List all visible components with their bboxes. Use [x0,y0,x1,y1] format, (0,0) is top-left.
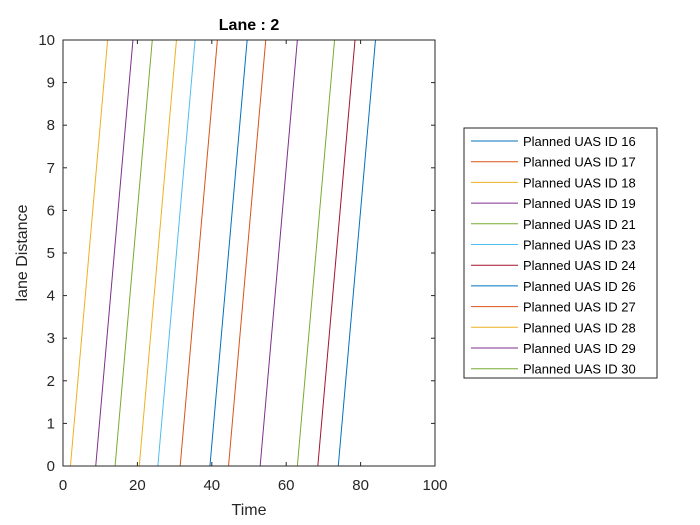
series-line-6 [157,39,196,467]
legend-items: Planned UAS ID 16 Planned UAS ID 17 Planne… [471,134,636,377]
y-tick-label: 10 [38,32,55,49]
x-tick-label: 100 [422,477,447,494]
y-tick-label: 0 [47,458,55,475]
y-tick-label: 6 [47,202,55,219]
legend-item-12: Planned UAS ID 30 [471,362,636,377]
x-tick-label: 80 [352,477,369,494]
legend-label: Planned UAS ID 30 [523,362,636,377]
legend-item-2: Planned UAS ID 17 [471,155,636,170]
series-line-8 [337,39,376,467]
legend-label: Planned UAS ID 27 [523,300,636,315]
x-axis: 0 20 40 60 80 100 [59,40,448,494]
legend-label: Planned UAS ID 24 [523,258,636,273]
legend-item-8: Planned UAS ID 26 [471,279,636,294]
legend-label: Planned UAS ID 16 [523,134,636,149]
legend-label: Planned UAS ID 18 [523,175,636,190]
y-tick-label: 4 [47,288,55,305]
x-tick-label: 40 [203,477,220,494]
x-tick-label: 20 [129,477,146,494]
y-tick-label: 5 [47,245,55,262]
chart-title: Lane : 2 [219,17,280,34]
legend-item-11: Planned UAS ID 29 [471,341,636,356]
legend-item-7: Planned UAS ID 24 [471,258,636,273]
legend-item-3: Planned UAS ID 18 [471,175,636,190]
legend-label: Planned UAS ID 28 [523,320,636,335]
legend-item-10: Planned UAS ID 28 [471,320,636,335]
series-line-12 [296,39,336,467]
y-tick-label: 2 [47,373,55,390]
legend-label: Planned UAS ID 23 [523,238,636,253]
series-line-3 [69,39,109,467]
legend-item-4: Planned UAS ID 19 [471,196,636,211]
legend-label: Planned UAS ID 21 [523,217,636,232]
y-tick-label: 1 [47,415,55,432]
y-axis-label: lane Distance [14,204,31,301]
series-line-2 [179,39,218,467]
y-tick-label: 8 [47,117,55,134]
legend-label: Planned UAS ID 19 [523,196,636,211]
y-axis: 0 1 2 3 4 5 6 7 8 9 10 [38,32,435,475]
legend-label: Planned UAS ID 29 [523,341,636,356]
y-tick-label: 9 [47,75,55,92]
legend-box [463,127,658,379]
plot-area-box [62,39,436,467]
series-line-10 [138,39,177,467]
series-line-4 [95,39,134,467]
y-tick-label: 3 [47,330,55,347]
legend-label: Planned UAS ID 26 [523,279,636,294]
legend-item-9: Planned UAS ID 27 [471,300,636,315]
x-axis-label: Time [232,502,267,519]
series-line-5 [114,39,153,467]
series-line-7 [317,39,356,467]
series-line-1 [209,39,248,467]
y-tick-label: 7 [47,160,55,177]
legend-item-6: Planned UAS ID 23 [471,238,636,253]
plot-series [69,39,376,467]
series-line-9 [228,39,267,467]
legend-item-5: Planned UAS ID 21 [471,217,636,232]
legend-item-1: Planned UAS ID 16 [471,134,636,149]
legend: Planned UAS ID 16 Planned UAS ID 17 Planne… [463,127,658,379]
legend-label: Planned UAS ID 17 [523,155,636,170]
x-tick-label: 60 [278,477,295,494]
series-line-11 [259,39,298,467]
x-tick-label: 0 [59,477,67,494]
